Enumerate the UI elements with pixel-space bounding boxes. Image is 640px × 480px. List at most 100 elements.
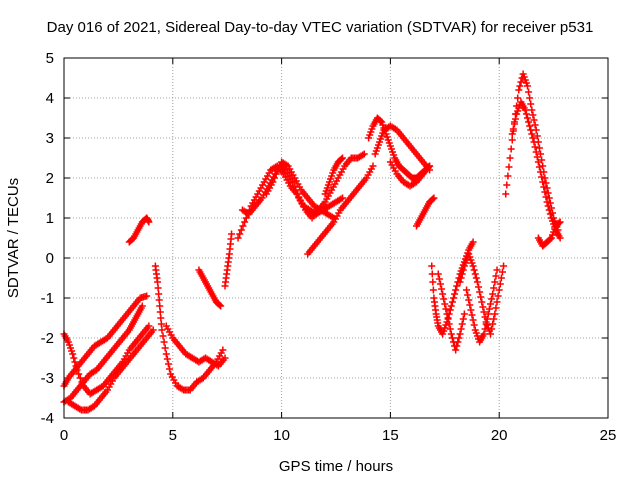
data-point xyxy=(448,298,456,306)
data-point xyxy=(292,186,300,194)
data-point xyxy=(493,298,501,306)
data-point xyxy=(452,346,460,354)
data-point xyxy=(480,330,488,338)
chart-title: Day 016 of 2021, Sidereal Day-to-day VTE… xyxy=(47,19,594,36)
data-point xyxy=(216,301,224,309)
data-point xyxy=(488,295,496,303)
data-point xyxy=(445,320,453,328)
data-point xyxy=(528,130,536,138)
data-point xyxy=(486,330,494,338)
data-point xyxy=(489,320,497,328)
data-point xyxy=(545,194,553,202)
series-arc-g xyxy=(162,322,229,370)
data-point xyxy=(542,193,550,201)
data-point xyxy=(453,282,461,290)
data-point xyxy=(470,266,478,274)
data-point xyxy=(534,158,542,166)
data-point xyxy=(442,305,450,313)
data-point xyxy=(157,314,165,322)
data-point xyxy=(491,310,499,318)
data-point xyxy=(450,294,458,302)
data-point xyxy=(459,266,467,274)
data-point xyxy=(506,154,514,162)
data-point xyxy=(530,138,538,146)
data-point xyxy=(456,330,464,338)
data-point xyxy=(555,219,563,227)
data-point xyxy=(479,303,487,311)
data-point xyxy=(510,120,518,128)
data-point xyxy=(466,301,474,309)
data-point xyxy=(163,355,171,363)
data-point xyxy=(446,325,454,333)
data-point xyxy=(533,153,541,161)
data-point xyxy=(535,144,543,152)
data-point xyxy=(491,278,499,286)
data-point xyxy=(546,235,554,243)
data-point xyxy=(470,321,478,329)
y-tick-label: 0 xyxy=(46,250,54,267)
data-point xyxy=(478,298,486,306)
data-point xyxy=(455,334,463,342)
series-arc-a xyxy=(60,302,146,406)
data-point xyxy=(149,326,157,334)
axis-ticks: 0 5 10 15 20 25 -4 -3 -2 -1 0 1 2 3 4 5 xyxy=(41,50,617,444)
series-arc-n xyxy=(321,154,347,198)
data-point xyxy=(429,195,437,203)
data-point xyxy=(492,304,500,312)
data-point xyxy=(228,230,236,238)
data-point xyxy=(545,206,553,214)
data-point xyxy=(143,292,151,300)
x-tick-label: 0 xyxy=(60,427,68,444)
series-arc-l xyxy=(262,150,368,222)
data-point xyxy=(543,198,551,206)
data-point xyxy=(242,214,250,222)
data-point xyxy=(503,181,511,189)
data-point xyxy=(483,315,491,323)
series-arc-h xyxy=(195,266,225,310)
data-point xyxy=(73,366,81,374)
data-point xyxy=(158,326,166,334)
data-point xyxy=(508,136,516,144)
data-point xyxy=(71,358,79,366)
y-tick-label: -4 xyxy=(41,410,54,427)
data-point xyxy=(271,174,279,182)
series-arc-m xyxy=(304,162,377,258)
data-point xyxy=(145,218,153,226)
x-tick-label: 10 xyxy=(273,427,290,444)
data-point xyxy=(529,111,537,119)
data-point xyxy=(460,310,468,318)
data-point xyxy=(496,280,504,288)
x-axis-label: GPS time / hours xyxy=(279,458,393,475)
data-point xyxy=(532,148,540,156)
data-point xyxy=(154,284,162,292)
data-point xyxy=(435,275,443,283)
data-point xyxy=(76,374,84,382)
data-point xyxy=(451,290,459,298)
data-point xyxy=(516,82,524,90)
data-point xyxy=(428,270,436,278)
data-point xyxy=(556,218,564,226)
data-point xyxy=(476,288,484,296)
data-point xyxy=(472,274,480,282)
data-point xyxy=(337,155,345,163)
data-point xyxy=(426,162,434,170)
data-point xyxy=(539,178,547,186)
data-point xyxy=(339,194,347,202)
data-point xyxy=(526,122,534,130)
data-point xyxy=(538,173,546,181)
data-point xyxy=(436,280,444,288)
y-tick-label: 4 xyxy=(46,90,54,107)
data-point xyxy=(219,346,227,354)
data-point xyxy=(480,308,488,316)
data-point xyxy=(486,300,494,308)
data-point xyxy=(546,210,554,218)
data-point xyxy=(454,338,462,346)
series-arc-d xyxy=(64,326,157,414)
data-point xyxy=(429,286,437,294)
data-point xyxy=(544,189,552,197)
data-point xyxy=(484,310,492,318)
data-point xyxy=(241,218,249,226)
data-point xyxy=(443,310,451,318)
data-point xyxy=(529,134,537,142)
